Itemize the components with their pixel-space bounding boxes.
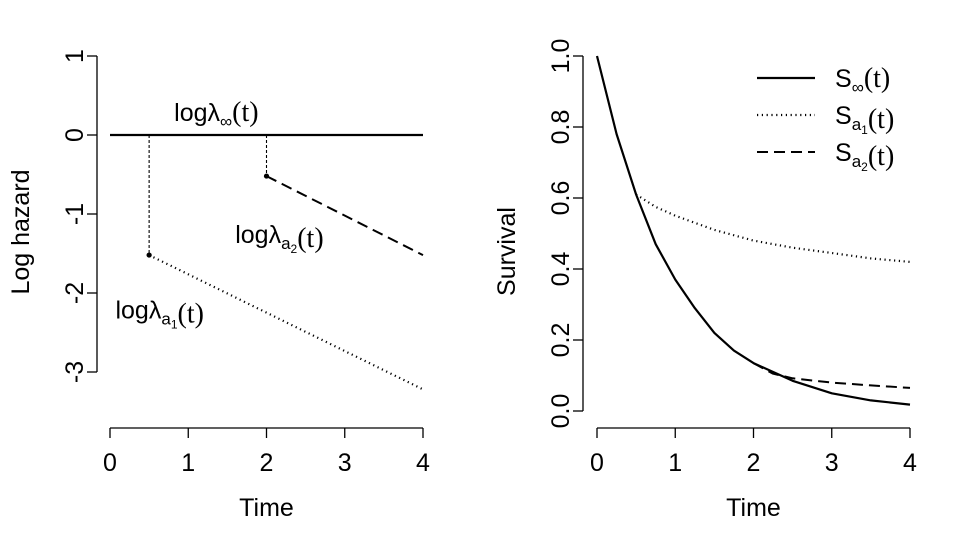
y-tick-label: 0.4 bbox=[547, 252, 575, 287]
right-series bbox=[595, 55, 911, 406]
x-tick-label: 0 bbox=[590, 449, 604, 477]
left-y-axis-title: Log hazard bbox=[7, 169, 35, 294]
label-paren: (t) bbox=[178, 298, 204, 329]
label-subscript: a bbox=[281, 234, 291, 253]
y-tick-label: 0.8 bbox=[547, 110, 575, 145]
label-greek: λ bbox=[149, 296, 162, 324]
label-base: log bbox=[115, 296, 148, 324]
x-tick-label: 3 bbox=[825, 449, 839, 477]
series-line-dashed bbox=[266, 175, 424, 256]
y-tick-label: -3 bbox=[61, 361, 89, 383]
label-subscript: a bbox=[852, 152, 862, 171]
survival-panel: 0.0 0.2 0.4 0.6 0.8 1.0 0 1 2 3 4 Time Survival S… bbox=[493, 39, 917, 522]
label-paren: (t) bbox=[868, 104, 894, 135]
label-base: S bbox=[835, 139, 852, 167]
label-subscript: a bbox=[852, 115, 862, 134]
left-guide-lines bbox=[148, 135, 268, 256]
right-y-ticks: 0.0 0.2 0.4 0.6 0.8 1.0 bbox=[547, 39, 583, 429]
x-tick-label: 4 bbox=[903, 449, 917, 477]
hazard-annotation-0: logλ∞(t) bbox=[174, 97, 258, 131]
x-tick-label: 1 bbox=[181, 449, 195, 477]
hazard-annotation-1: logλa2(t) bbox=[235, 221, 323, 256]
right-x-ticks: 0 1 2 3 4 bbox=[590, 428, 917, 477]
y-tick-label: 0.0 bbox=[547, 394, 575, 429]
y-tick-label: 1.0 bbox=[547, 39, 575, 74]
x-tick-label: 1 bbox=[668, 449, 682, 477]
label-subscript: ∞ bbox=[852, 78, 864, 97]
jump-point-marker bbox=[263, 173, 270, 179]
label-sub-subscript: 1 bbox=[861, 123, 868, 137]
label-greek: λ bbox=[269, 221, 282, 249]
right-x-axis-title: Time bbox=[726, 494, 781, 522]
left-y-ticks: -3 -2 -1 0 1 bbox=[61, 49, 97, 383]
label-base: S bbox=[835, 65, 852, 93]
jump-point-marker bbox=[146, 252, 152, 258]
left-series bbox=[110, 133, 424, 391]
label-base: log bbox=[235, 221, 268, 249]
right-y-axis-title: Survival bbox=[493, 207, 521, 296]
legend-label-0: S∞(t) bbox=[835, 63, 890, 97]
label-paren: (t) bbox=[868, 141, 894, 172]
label-subscript: a bbox=[161, 309, 171, 328]
x-tick-label: 2 bbox=[747, 449, 761, 477]
y-tick-label: 0.2 bbox=[547, 323, 575, 358]
x-tick-label: 0 bbox=[103, 449, 117, 477]
label-paren: (t) bbox=[297, 223, 323, 254]
y-tick-label: -1 bbox=[61, 203, 89, 225]
left-x-axis-title: Time bbox=[239, 494, 294, 522]
series-line-dotted bbox=[635, 193, 911, 263]
y-tick-label: -2 bbox=[61, 282, 89, 304]
label-paren: (t) bbox=[864, 63, 890, 94]
label-sub-subscript: 1 bbox=[171, 317, 178, 331]
hazard-annotation-2: logλa1(t) bbox=[115, 296, 203, 331]
label-base: log bbox=[174, 99, 207, 127]
legend: S∞(t)Sa1(t)Sa2(t) bbox=[757, 63, 894, 174]
left-markers bbox=[146, 173, 270, 258]
label-sub-subscript: 2 bbox=[291, 242, 298, 256]
y-tick-label: 1 bbox=[61, 49, 89, 63]
left-x-ticks: 0 1 2 3 4 bbox=[103, 428, 430, 477]
x-tick-label: 3 bbox=[338, 449, 352, 477]
x-tick-label: 4 bbox=[416, 449, 430, 477]
label-paren: (t) bbox=[232, 97, 258, 128]
x-tick-label: 2 bbox=[260, 449, 274, 477]
legend-label-1: Sa1(t) bbox=[835, 102, 894, 137]
y-tick-label: 0.6 bbox=[547, 181, 575, 216]
label-subscript: ∞ bbox=[220, 112, 232, 131]
series-line-dashed bbox=[753, 362, 911, 389]
label-sub-subscript: 2 bbox=[861, 160, 868, 174]
legend-label-2: Sa2(t) bbox=[835, 139, 894, 174]
label-greek: λ bbox=[208, 99, 221, 127]
left-annotations: logλ∞(t)logλa2(t)logλa1(t) bbox=[115, 97, 323, 332]
y-tick-label: 0 bbox=[61, 128, 89, 142]
series-line-solid bbox=[595, 55, 911, 406]
label-base: S bbox=[835, 102, 852, 130]
